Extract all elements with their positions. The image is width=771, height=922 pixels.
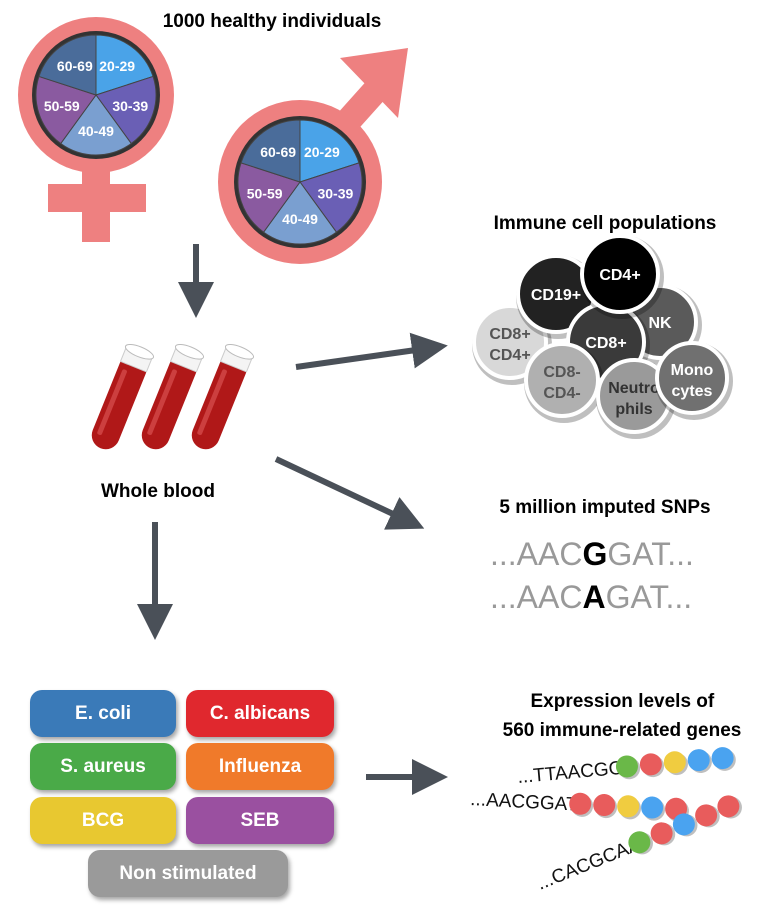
svg-text:NK: NK [648,315,672,332]
stimulus-s-aureus: S. aureus [30,743,176,790]
blood-tube-icon [141,344,205,450]
gene-sequence: ...TTAACGG [517,758,625,788]
age-label: 20-29 [99,58,135,74]
age-slice [262,181,338,245]
age-slice [95,75,157,145]
svg-text:CD4+: CD4+ [599,267,640,284]
expression-bead [711,747,734,770]
cell-cd4-: CD4+ [580,234,664,319]
age-label: 30-39 [317,185,353,201]
svg-text:CD4+: CD4+ [489,347,530,364]
svg-text:phils: phils [615,401,652,418]
male-symbol-icon: 20-29 30-39 40-49 50-59 60-69 [218,48,408,264]
age-label: 40-49 [78,123,114,139]
blood-tube-icon [91,344,155,450]
age-label: 20-29 [304,144,340,160]
stimulus-seb: SEB [186,797,334,844]
expression-bead [717,795,740,818]
population-title: 1000 healthy individuals [163,11,382,32]
snp-sequences: ...AACGGAT... ...AACAGAT... [490,536,694,615]
gene-sequence: ...AACGGAT [470,789,579,816]
age-slice [240,119,301,183]
svg-text:CD4-: CD4- [543,385,580,402]
expression-bead [641,796,664,819]
svg-text:CD19+: CD19+ [531,287,581,304]
stimulus-c-albicans: C. albicans [186,690,334,737]
svg-text:Mono: Mono [671,362,714,379]
age-label: 60-69 [260,144,296,160]
expression-bead [628,831,651,854]
blood-tube-icon [191,344,255,450]
stimulus-e-coli: E. coli [30,690,176,737]
immune-title: Immune cell populations [494,213,717,234]
age-slice [299,162,363,233]
svg-text:cytes: cytes [672,383,713,400]
whole-blood-label: Whole blood [101,481,215,502]
snp-title: 5 million imputed SNPs [499,497,710,518]
age-slice [60,94,132,156]
expression-bead [593,794,616,817]
svg-text:CD8+: CD8+ [489,326,530,343]
expression-bead [650,822,673,845]
stimulus-bcg: BCG [30,797,176,844]
cell-monocytes: Mono cytes [655,341,733,420]
gene-strands: ...TTAACGG...AACGGAT ...CACGCAA [470,747,742,895]
age-slice [35,75,97,145]
svg-text:Neutro: Neutro [608,380,660,397]
snp-sequence: ...AACGGAT... [490,536,694,572]
svg-text:CD8+: CD8+ [585,335,626,352]
expression-title: Expression levels of 560 immune-related … [503,691,742,741]
gene-sequence: ...CACGCAA [534,834,644,895]
expression-bead [639,753,662,776]
expression-bead [617,795,640,818]
expression-bead [663,751,686,774]
snp-sequence: ...AACAGAT... [490,579,692,615]
blood-tubes-icon [91,344,255,450]
cell-cd19-: CD19+ [516,254,600,339]
gene-strand: ...AACGGAT [470,789,689,822]
expression-bead [687,749,710,772]
age-slice [237,162,301,233]
expression-bead [695,804,718,827]
stimulus-non-stimulated: Non stimulated [88,850,288,897]
age-pie-male: 20-29 30-39 40-49 50-59 60-69 [237,119,363,245]
arrow-to-snps [274,456,425,530]
stimulus-influenza: Influenza [186,743,334,790]
female-symbol-icon: 20-29 30-39 40-49 50-59 60-69 [18,17,174,242]
immune-cells: CD8+ CD4+ CD19+ NK CD8+ CD4+ CD8- CD4- Neutro phi… [472,234,733,439]
expression-bead [672,813,695,836]
cell-cd8-cd4-: CD8- CD4- [524,342,604,423]
gene-strand: ...TTAACGG [517,747,736,788]
age-slice [299,119,360,183]
age-label: 50-59 [247,185,283,201]
expression-bead [569,792,592,815]
arrow-to-cells [295,332,448,370]
age-label: 60-69 [57,58,93,74]
expression-bead [615,755,638,778]
age-label: 50-59 [44,98,80,114]
age-slice [38,34,97,96]
svg-text:CD8-: CD8- [543,364,580,381]
age-label: 40-49 [282,211,318,227]
age-pie-female: 20-29 30-39 40-49 50-59 60-69 [35,34,157,156]
age-slice [95,34,154,96]
age-label: 30-39 [112,98,148,114]
